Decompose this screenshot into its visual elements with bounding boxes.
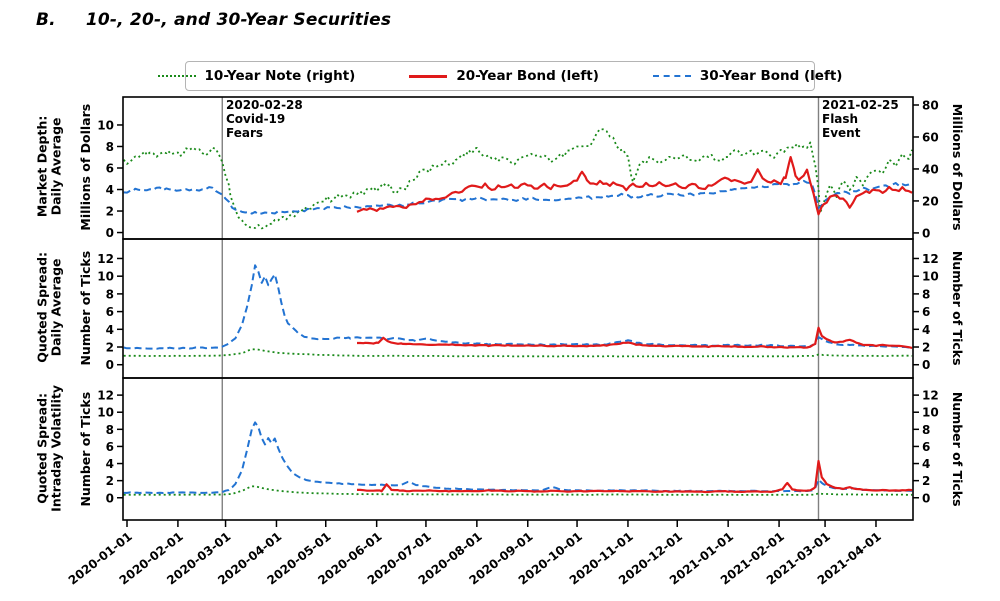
series-bond20 bbox=[357, 459, 913, 494]
series-bond30 bbox=[123, 264, 913, 350]
right-tick-label: 0 bbox=[922, 358, 930, 372]
left-tick-label: 4 bbox=[106, 183, 114, 197]
left-tick-label: 4 bbox=[106, 457, 114, 471]
right-tick-label: 60 bbox=[922, 130, 939, 144]
right-tick-label: 0 bbox=[922, 491, 930, 505]
left-tick-label: 2 bbox=[106, 205, 114, 219]
right-tick-label: 2 bbox=[922, 474, 930, 488]
panel-series-group bbox=[123, 128, 913, 230]
left-tick-label: 6 bbox=[106, 305, 114, 319]
right-tick-label: 6 bbox=[922, 440, 930, 454]
figure-title-prefix: B. bbox=[36, 10, 56, 30]
left-tick-label: 0 bbox=[106, 226, 114, 240]
right-tick-label: 2 bbox=[922, 341, 930, 355]
chart-legend: 10-Year Note (right) 20-Year Bond (left)… bbox=[157, 61, 842, 91]
figure-title-text: 10-, 20-, and 30-Year Securities bbox=[85, 10, 392, 30]
left-tick-label: 8 bbox=[106, 287, 114, 301]
series-bond20 bbox=[356, 156, 913, 216]
right-tick-label: 10 bbox=[922, 270, 939, 284]
red-solid-line-swatch bbox=[409, 74, 448, 78]
series-note10 bbox=[123, 485, 913, 496]
flash-event-annotation: 2021-02-25 Flash Event bbox=[822, 98, 899, 140]
left-tick-label: 6 bbox=[106, 440, 114, 454]
series-bond30 bbox=[123, 421, 913, 495]
left-tick-label: 10 bbox=[97, 406, 114, 420]
legend-item-20yr-bond: 20-Year Bond (left) bbox=[409, 68, 599, 84]
chart-canvas: 0246810020406080024681012024681012024681… bbox=[66, 96, 939, 588]
legend-label: 30-Year Bond (left) bbox=[699, 68, 843, 84]
right-tick-label: 4 bbox=[922, 323, 930, 337]
legend-item-10yr-note: 10-Year Note (right) bbox=[157, 68, 356, 84]
green-dotted-line-swatch bbox=[157, 75, 196, 77]
right-tick-label: 12 bbox=[922, 252, 939, 266]
left-tick-label: 6 bbox=[106, 162, 114, 176]
left-tick-label: 10 bbox=[97, 118, 114, 132]
panel-series-group bbox=[123, 264, 913, 358]
panel-series-group bbox=[123, 421, 913, 496]
legend-label: 10-Year Note (right) bbox=[204, 68, 356, 84]
left-tick-label: 2 bbox=[106, 474, 114, 488]
legend-label: 20-Year Bond (left) bbox=[456, 68, 599, 84]
left-tick-label: 8 bbox=[106, 140, 114, 154]
left-tick-label: 8 bbox=[106, 423, 114, 437]
left-tick-label: 0 bbox=[106, 491, 114, 505]
figure-title: B. 10-, 20-, and 30-Year Securities bbox=[36, 10, 391, 30]
panel-border bbox=[122, 377, 914, 521]
right-tick-label: 20 bbox=[922, 194, 939, 208]
series-note10 bbox=[123, 128, 913, 230]
left-tick-label: 2 bbox=[106, 341, 114, 355]
right-tick-label: 80 bbox=[922, 98, 939, 112]
right-tick-label: 4 bbox=[922, 457, 930, 471]
covid-event-annotation: 2020-02-28 Covid-19 Fears bbox=[226, 98, 303, 140]
right-tick-label: 0 bbox=[922, 226, 930, 240]
right-tick-label: 10 bbox=[922, 406, 939, 420]
right-tick-label: 6 bbox=[922, 305, 930, 319]
right-tick-label: 40 bbox=[922, 162, 939, 176]
right-tick-label: 8 bbox=[922, 287, 930, 301]
series-note10 bbox=[123, 348, 913, 358]
left-tick-label: 4 bbox=[106, 323, 114, 337]
left-tick-label: 0 bbox=[106, 358, 114, 372]
series-bond20 bbox=[357, 326, 913, 349]
legend-item-30yr-bond: 30-Year Bond (left) bbox=[652, 68, 843, 84]
series-bond30 bbox=[123, 179, 913, 216]
blue-dashed-line-swatch bbox=[652, 75, 691, 77]
right-tick-label: 8 bbox=[922, 423, 930, 437]
left-tick-label: 12 bbox=[97, 389, 114, 403]
left-tick-label: 10 bbox=[97, 270, 114, 284]
left-tick-label: 12 bbox=[97, 252, 114, 266]
right-tick-label: 12 bbox=[922, 389, 939, 403]
